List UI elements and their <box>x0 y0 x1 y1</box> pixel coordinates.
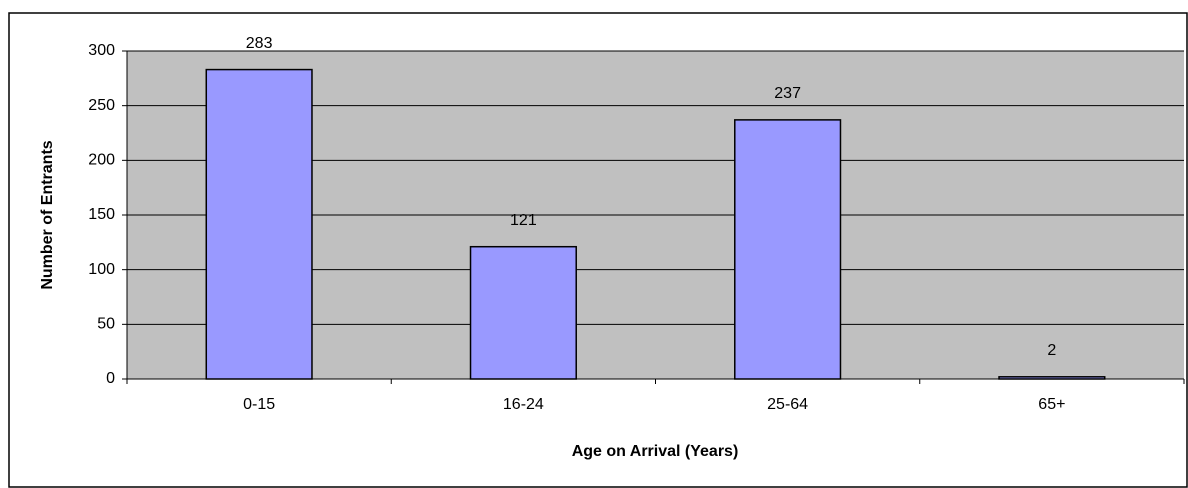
y-tick-label: 100 <box>88 261 115 278</box>
y-tick-label: 150 <box>88 206 115 223</box>
bar <box>998 376 1106 380</box>
y-axis-title: Number of Entrants <box>39 140 56 289</box>
data-label: 121 <box>510 212 537 229</box>
data-label: 283 <box>246 35 273 52</box>
y-tick-label: 200 <box>88 152 115 169</box>
y-tick-label: 300 <box>88 42 115 59</box>
x-tick-label: 65+ <box>1038 396 1065 413</box>
x-axis-title: Age on Arrival (Years) <box>572 443 739 460</box>
data-label: 237 <box>774 85 801 102</box>
x-tick-label: 0-15 <box>243 396 275 413</box>
data-label: 2 <box>1047 342 1056 359</box>
y-tick-label: 0 <box>106 370 115 387</box>
y-tick-label: 250 <box>88 97 115 114</box>
x-tick-label: 16-24 <box>503 396 544 413</box>
bar <box>734 119 842 380</box>
y-tick-label: 50 <box>97 316 115 333</box>
bar <box>205 68 313 380</box>
bar <box>469 245 577 380</box>
x-tick-label: 25-64 <box>767 396 808 413</box>
